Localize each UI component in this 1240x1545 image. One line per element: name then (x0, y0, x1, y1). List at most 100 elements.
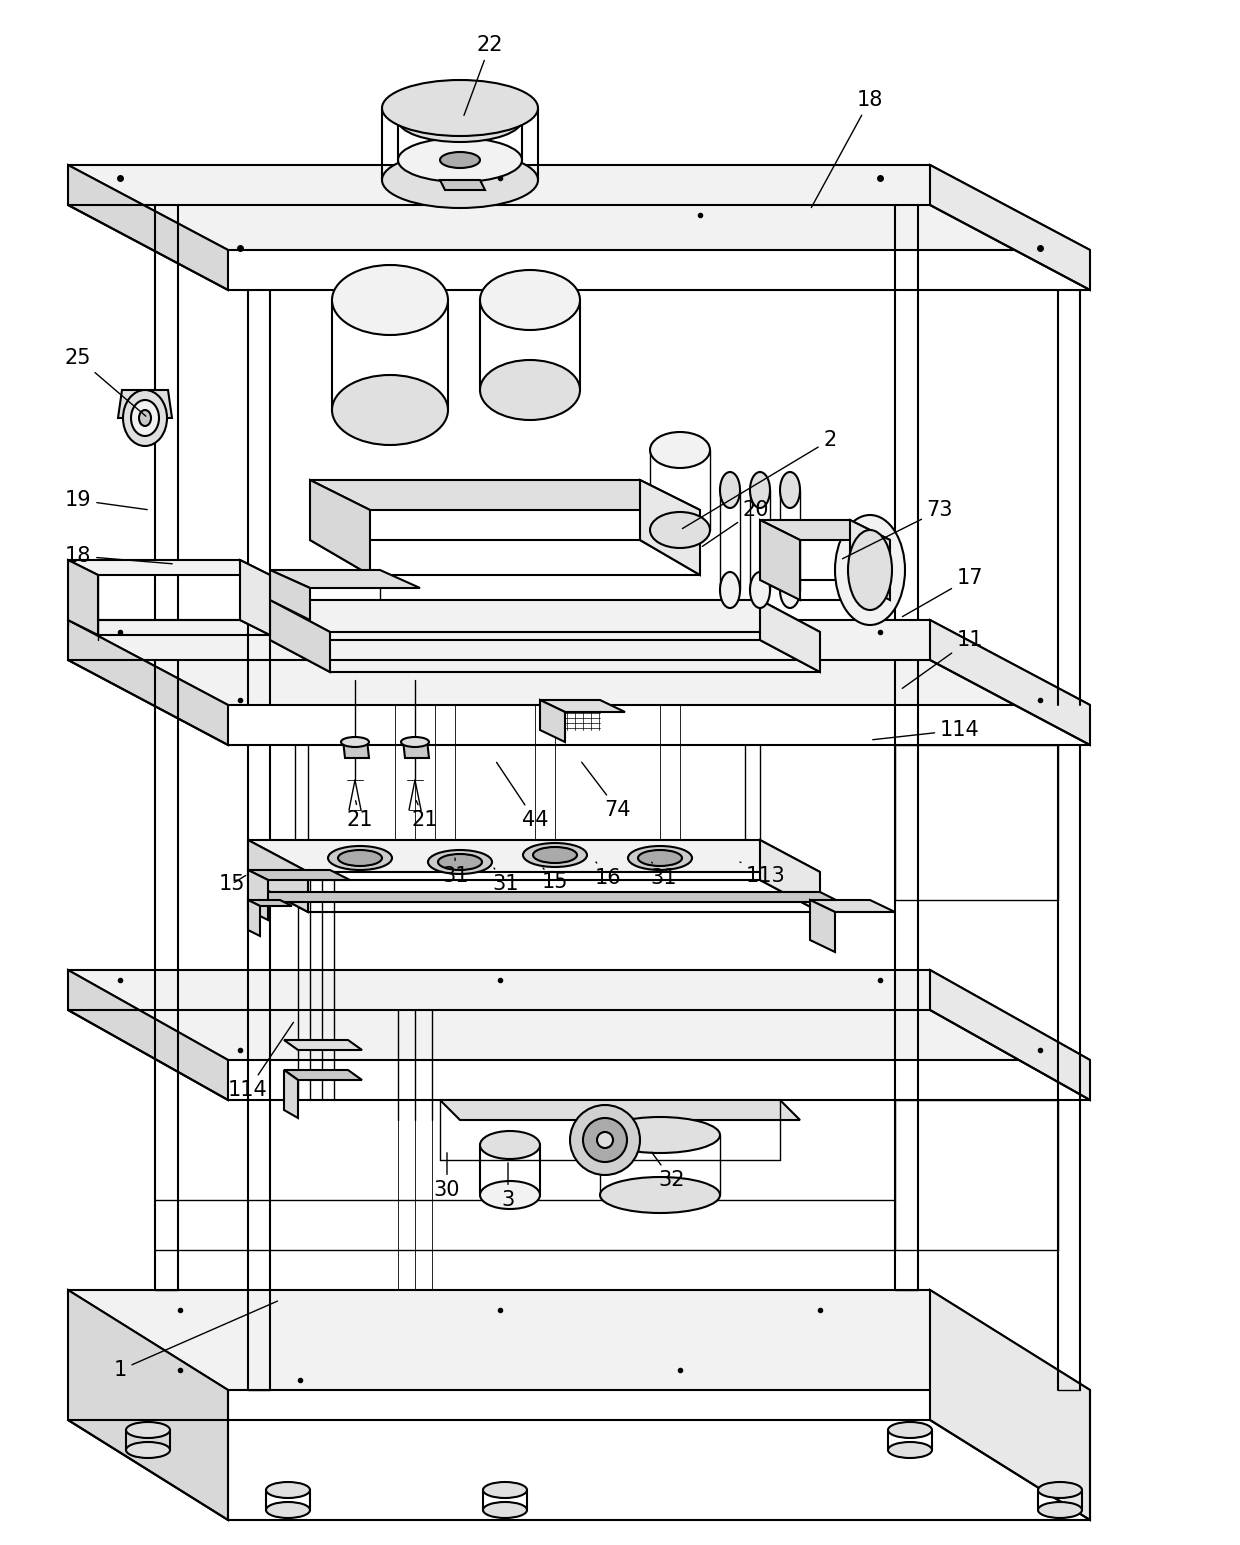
Polygon shape (539, 700, 565, 742)
Ellipse shape (1038, 1482, 1083, 1499)
Ellipse shape (888, 1421, 932, 1438)
Ellipse shape (438, 854, 482, 870)
Text: 32: 32 (652, 1153, 686, 1190)
Ellipse shape (126, 1421, 170, 1438)
Polygon shape (310, 480, 701, 510)
Text: 18: 18 (811, 90, 883, 207)
Polygon shape (248, 870, 268, 919)
Text: 44: 44 (496, 762, 548, 830)
Ellipse shape (720, 572, 740, 609)
Text: 21: 21 (412, 800, 438, 830)
Text: 2: 2 (682, 430, 837, 528)
Polygon shape (270, 570, 310, 620)
Text: 31: 31 (651, 862, 677, 888)
Text: 73: 73 (842, 501, 954, 559)
Text: 74: 74 (582, 762, 631, 820)
Ellipse shape (126, 1441, 170, 1458)
Ellipse shape (583, 1119, 627, 1162)
Ellipse shape (341, 737, 370, 746)
Polygon shape (930, 1290, 1090, 1520)
Text: 30: 30 (434, 1153, 460, 1200)
Ellipse shape (123, 389, 167, 447)
Polygon shape (284, 1071, 362, 1080)
Text: 20: 20 (702, 501, 769, 547)
Text: 17: 17 (903, 569, 983, 616)
Ellipse shape (401, 737, 429, 746)
Ellipse shape (480, 1180, 539, 1210)
Ellipse shape (267, 1482, 310, 1499)
Text: 21: 21 (347, 800, 373, 830)
Ellipse shape (1038, 1502, 1083, 1519)
Ellipse shape (600, 1117, 720, 1153)
Text: 3: 3 (501, 1163, 515, 1210)
Polygon shape (118, 389, 172, 419)
Ellipse shape (627, 847, 692, 870)
Polygon shape (270, 570, 420, 589)
Text: 15: 15 (542, 868, 568, 891)
Polygon shape (68, 620, 1090, 705)
Polygon shape (930, 620, 1090, 745)
Text: 113: 113 (740, 862, 786, 885)
Ellipse shape (720, 473, 740, 508)
Ellipse shape (484, 1502, 527, 1519)
Ellipse shape (596, 1132, 613, 1148)
Ellipse shape (329, 847, 392, 870)
Polygon shape (68, 165, 1090, 250)
Polygon shape (760, 521, 890, 541)
Polygon shape (760, 840, 820, 912)
Ellipse shape (382, 80, 538, 136)
Text: 18: 18 (64, 545, 172, 565)
Ellipse shape (480, 270, 580, 331)
Polygon shape (241, 559, 270, 635)
Text: 22: 22 (464, 36, 503, 116)
Ellipse shape (440, 151, 480, 168)
Polygon shape (440, 1100, 800, 1120)
Ellipse shape (639, 850, 682, 867)
Ellipse shape (570, 1105, 640, 1176)
Ellipse shape (484, 1482, 527, 1499)
Text: 25: 25 (64, 348, 146, 416)
Polygon shape (248, 840, 820, 871)
Ellipse shape (480, 1131, 539, 1159)
Text: 16: 16 (595, 862, 621, 888)
Ellipse shape (428, 850, 492, 874)
Text: 1: 1 (113, 1301, 278, 1380)
Text: 15: 15 (218, 874, 246, 895)
Polygon shape (810, 901, 895, 912)
Ellipse shape (139, 409, 151, 426)
Polygon shape (248, 901, 260, 936)
Polygon shape (760, 599, 820, 672)
Ellipse shape (835, 514, 905, 626)
Ellipse shape (131, 400, 159, 436)
Text: 11: 11 (903, 630, 983, 689)
Text: 31: 31 (443, 857, 469, 885)
Polygon shape (68, 970, 228, 1100)
Polygon shape (68, 559, 270, 575)
Polygon shape (68, 1290, 1090, 1391)
Text: 114: 114 (873, 720, 980, 740)
Polygon shape (68, 559, 98, 635)
Ellipse shape (382, 151, 538, 209)
Ellipse shape (332, 375, 448, 445)
Polygon shape (539, 700, 625, 712)
Ellipse shape (750, 572, 770, 609)
Polygon shape (248, 891, 839, 902)
Polygon shape (310, 480, 370, 575)
Ellipse shape (750, 473, 770, 508)
Ellipse shape (267, 1502, 310, 1519)
Polygon shape (248, 870, 350, 881)
Ellipse shape (600, 1177, 720, 1213)
Ellipse shape (398, 138, 522, 182)
Polygon shape (403, 740, 429, 759)
Polygon shape (343, 740, 370, 759)
Polygon shape (640, 480, 701, 575)
Ellipse shape (888, 1441, 932, 1458)
Polygon shape (284, 1040, 362, 1051)
Ellipse shape (480, 360, 580, 420)
Ellipse shape (650, 511, 711, 548)
Polygon shape (270, 599, 330, 672)
Polygon shape (284, 1071, 298, 1119)
Text: 114: 114 (228, 1023, 294, 1100)
Polygon shape (810, 901, 835, 952)
Ellipse shape (332, 266, 448, 335)
